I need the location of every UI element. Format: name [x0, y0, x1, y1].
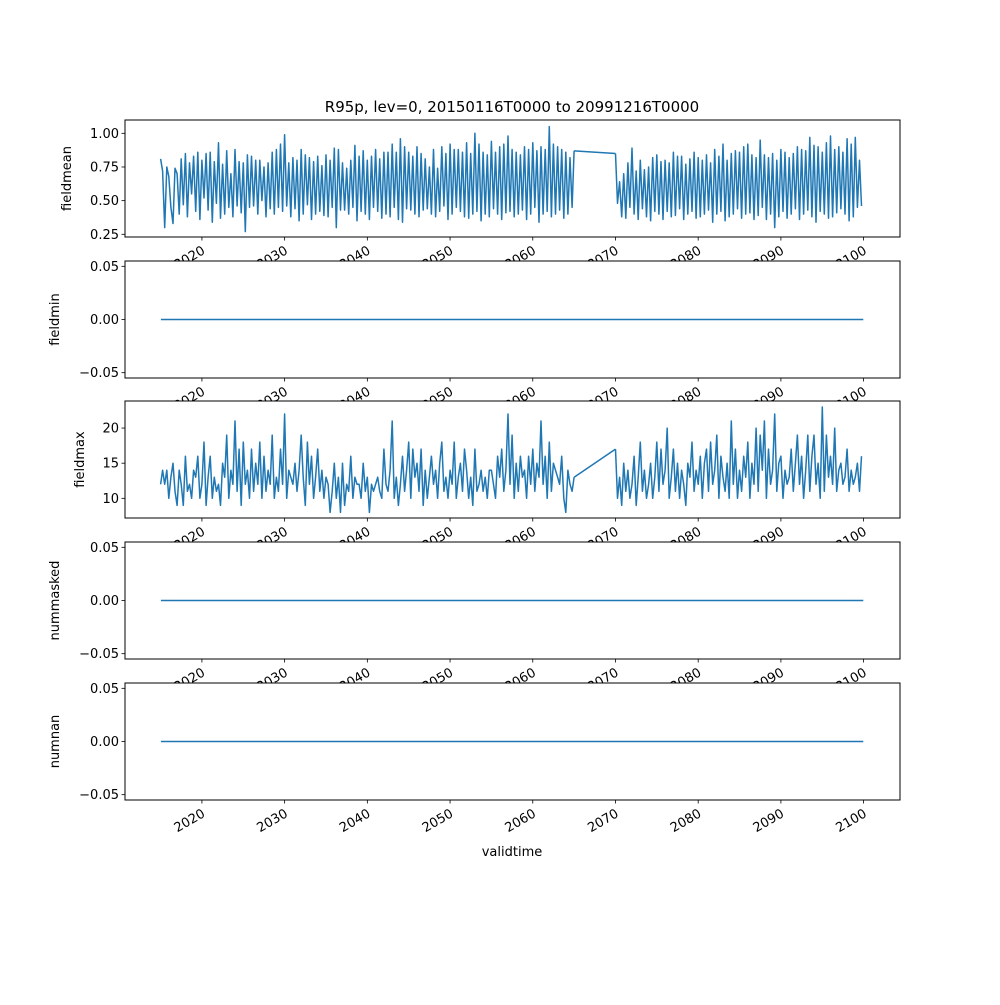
x-tick-label: 2090	[751, 806, 787, 836]
axes-frame	[124, 400, 901, 519]
y-axis-label-fieldmin: fieldmin	[48, 293, 63, 346]
y-tick-label: 0.00	[90, 594, 119, 609]
axes-frame	[124, 119, 901, 238]
fieldmean-gap-connector	[574, 150, 616, 155]
y-tick-label: 0.75	[90, 160, 119, 175]
x-tick-label: 2050	[420, 806, 456, 836]
fieldmax-series-segment-1	[614, 406, 863, 507]
x-tick-label: 2040	[337, 806, 373, 836]
y-tick-label: 0.00	[90, 735, 119, 750]
y-axis-label-fieldmean: fieldmean	[60, 146, 75, 211]
y-tick-label: −0.05	[79, 647, 119, 662]
fieldmean-series-segment-1	[614, 135, 863, 229]
y-axis-label-numnan: numnan	[48, 715, 63, 769]
x-tick-label: 2060	[503, 806, 539, 836]
x-axis-label: validtime	[482, 845, 543, 860]
x-tick-label: 2070	[585, 806, 621, 836]
y-tick-label: 20	[102, 422, 119, 437]
fieldmax-gap-connector	[573, 448, 616, 478]
x-tick-label: 2100	[833, 806, 869, 836]
y-tick-label: 0.05	[90, 682, 119, 697]
y-tick-label: 1.00	[90, 127, 119, 142]
y-tick-label: −0.05	[79, 788, 119, 803]
y-tick-label: 0.50	[90, 194, 119, 209]
y-tick-label: 10	[102, 492, 119, 507]
y-tick-label: 15	[102, 457, 119, 472]
subplot-numnan: −0.05 0.00 0.05 numnan 2020 2030 2040 2050 2060 2…	[48, 682, 901, 836]
fieldmax-series-segment-0	[159, 413, 575, 514]
x-tick-label: 2020	[172, 806, 208, 836]
y-axis-label-nummasked: nummasked	[48, 561, 63, 641]
x-tick-label: 2030	[254, 806, 290, 836]
chart-title: R95p, lev=0, 20150116T0000 to 20991216T0…	[325, 98, 699, 116]
fieldmean-series-segment-0	[159, 125, 575, 233]
y-tick-label: 0.05	[90, 260, 119, 275]
y-tick-label: 0.05	[90, 541, 119, 556]
y-tick-label: 0.25	[90, 228, 119, 243]
y-tick-label: −0.05	[79, 366, 119, 381]
y-axis-label-fieldmax: fieldmax	[73, 431, 88, 488]
x-tick-label: 2080	[668, 806, 704, 836]
y-tick-label: 0.00	[90, 313, 119, 328]
